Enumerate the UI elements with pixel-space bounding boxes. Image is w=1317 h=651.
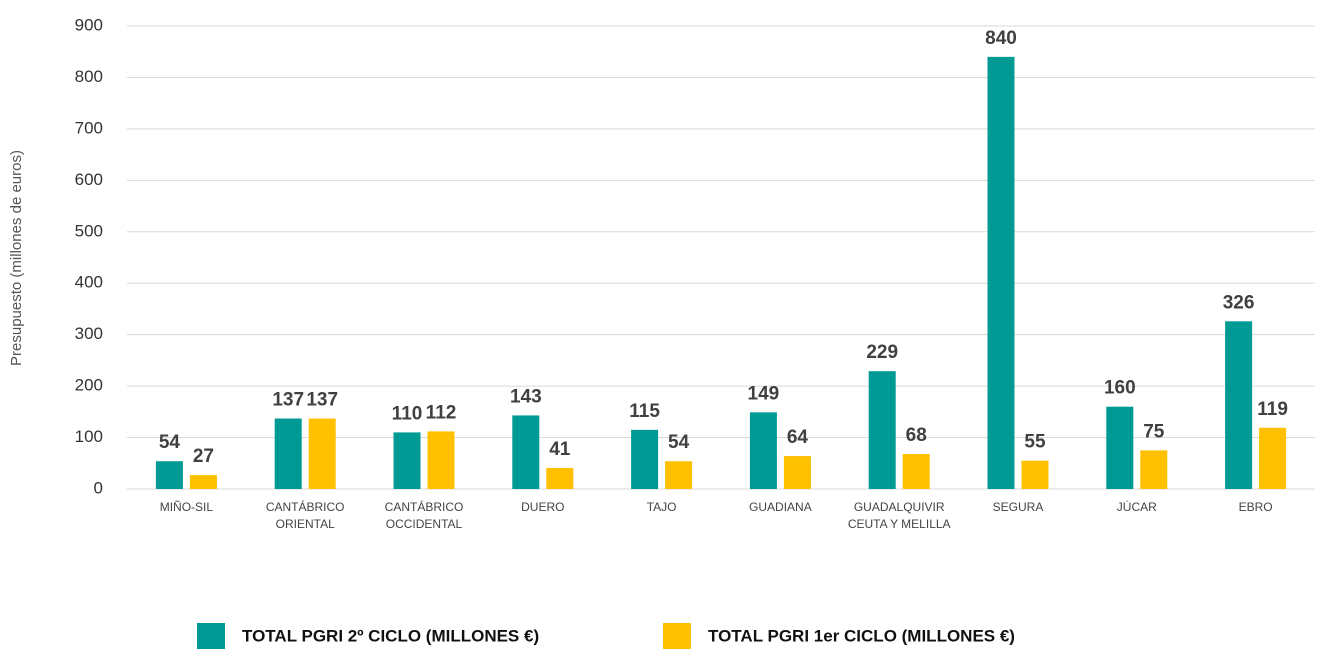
- bar: [665, 461, 693, 489]
- y-tick-label: 600: [75, 170, 103, 189]
- data-label: 119: [1257, 399, 1288, 420]
- data-label: 326: [1223, 292, 1255, 313]
- bar: [308, 418, 336, 489]
- y-tick-label: 100: [75, 427, 103, 446]
- x-tick-label: CANTÁBRICO OCCIDENTAL: [384, 500, 464, 531]
- legend-swatch: [663, 623, 691, 649]
- bar: [631, 429, 659, 489]
- data-label: 68: [906, 425, 927, 446]
- y-tick-label: 0: [94, 478, 103, 497]
- data-label: 143: [510, 386, 542, 407]
- x-tick-label: GUADIANA: [749, 500, 812, 514]
- data-label: 41: [549, 439, 571, 460]
- bar: [1225, 321, 1253, 489]
- data-label: 115: [629, 401, 660, 422]
- y-tick-label: 700: [75, 118, 103, 137]
- x-tick-label: DUERO: [521, 500, 565, 514]
- y-tick-label: 200: [75, 376, 103, 395]
- bar: [155, 461, 183, 489]
- y-tick-label: 300: [75, 324, 103, 343]
- y-axis-label: Presupuesto (millones de euros): [8, 150, 25, 366]
- legend-label: TOTAL PGRI 1er CICLO (MILLONES €): [708, 626, 1015, 645]
- data-label: 229: [866, 342, 898, 363]
- x-tick-label: SEGURA: [992, 500, 1044, 514]
- bar: [902, 454, 930, 489]
- data-label: 55: [1024, 432, 1046, 453]
- data-label: 137: [272, 390, 304, 411]
- bar: [1140, 450, 1168, 489]
- x-tick-label: CANTÁBRICO ORIENTAL: [265, 500, 345, 531]
- y-tick-label: 900: [75, 15, 103, 34]
- data-label: 160: [1104, 378, 1136, 399]
- bar: [868, 371, 896, 489]
- data-label: 149: [748, 383, 780, 404]
- data-label: 112: [426, 402, 457, 423]
- data-label: 54: [668, 432, 690, 453]
- data-label: 64: [787, 427, 809, 448]
- x-tick-label: MIÑO-SIL: [159, 500, 214, 514]
- data-label: 27: [193, 446, 214, 467]
- legend-swatch: [197, 623, 225, 649]
- x-tick-label: GUADALQUIVIR CEUTA Y MELILLA: [847, 500, 951, 531]
- legend-label: TOTAL PGRI 2º CICLO (MILLONES €): [242, 626, 539, 645]
- x-tick-label: TAJO: [646, 500, 677, 514]
- bar: [1106, 406, 1134, 489]
- y-tick-label: 800: [75, 67, 103, 86]
- bar: [512, 415, 540, 489]
- data-label: 75: [1143, 421, 1165, 442]
- bar: [546, 467, 574, 489]
- bar: [189, 475, 217, 489]
- bar: [1259, 427, 1287, 489]
- bar: [427, 431, 455, 489]
- y-tick-label: 400: [75, 273, 103, 292]
- bar: [987, 56, 1015, 489]
- bar: [274, 418, 302, 489]
- data-label: 137: [306, 390, 338, 411]
- y-tick-label: 500: [75, 221, 103, 240]
- x-tick-label: EBRO: [1238, 500, 1273, 514]
- bar: [1021, 460, 1049, 489]
- bar: [749, 412, 777, 489]
- data-label: 110: [392, 403, 423, 424]
- bar: [393, 432, 421, 489]
- x-tick-label: JÚCAR: [1116, 500, 1157, 514]
- bar: [783, 456, 811, 489]
- data-label: 840: [985, 28, 1017, 49]
- data-label: 54: [159, 432, 181, 453]
